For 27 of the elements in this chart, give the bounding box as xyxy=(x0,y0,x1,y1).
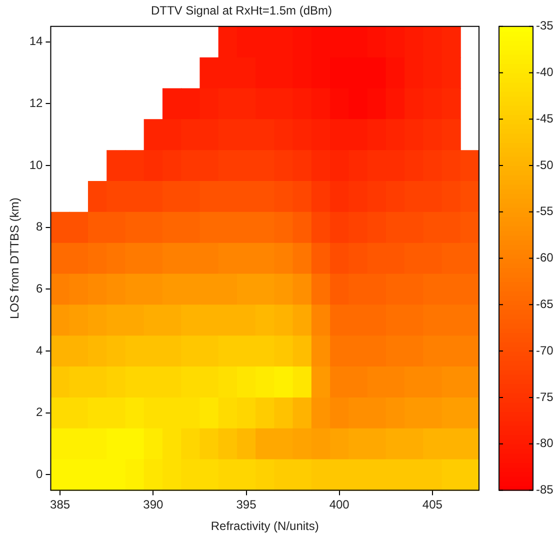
color-bar-label: -60 xyxy=(536,250,554,265)
color-bar-label: -45 xyxy=(536,111,554,126)
y-tick-label: 2 xyxy=(36,405,44,420)
y-tick-label: 4 xyxy=(36,343,44,358)
color-bar-label: -55 xyxy=(536,204,554,218)
y-axis-title: LOS from DTTBS (km) xyxy=(8,198,22,319)
x-tick-label: 390 xyxy=(143,498,164,512)
y-tick-label: 0 xyxy=(36,467,44,482)
y-tick-label: 6 xyxy=(36,282,44,296)
x-axis-title: Refractivity (N/units) xyxy=(210,519,319,534)
color-bar-label: -65 xyxy=(536,296,554,311)
x-tick-label: 400 xyxy=(329,498,350,512)
x-tick-label: 405 xyxy=(422,498,443,512)
x-tick-label: 385 xyxy=(50,498,70,512)
color-bar-label: -35 xyxy=(536,18,554,33)
y-tick-label: 12 xyxy=(29,96,44,110)
x-tick-label: 395 xyxy=(236,498,257,512)
color-bar-label: -70 xyxy=(536,343,554,358)
color-bar-label: -80 xyxy=(536,436,554,450)
color-bar-label: -85 xyxy=(536,482,554,497)
color-bar-label: -50 xyxy=(536,158,554,172)
y-tick-label: 8 xyxy=(36,220,44,234)
color-bar-label: -40 xyxy=(536,65,554,80)
chart-title: DTTV Signal at RxHt=1.5m (dBm) xyxy=(150,4,332,18)
y-tick-label: 10 xyxy=(29,158,44,172)
color-bar-label: -75 xyxy=(536,390,554,404)
y-tick-label: 14 xyxy=(29,34,44,48)
